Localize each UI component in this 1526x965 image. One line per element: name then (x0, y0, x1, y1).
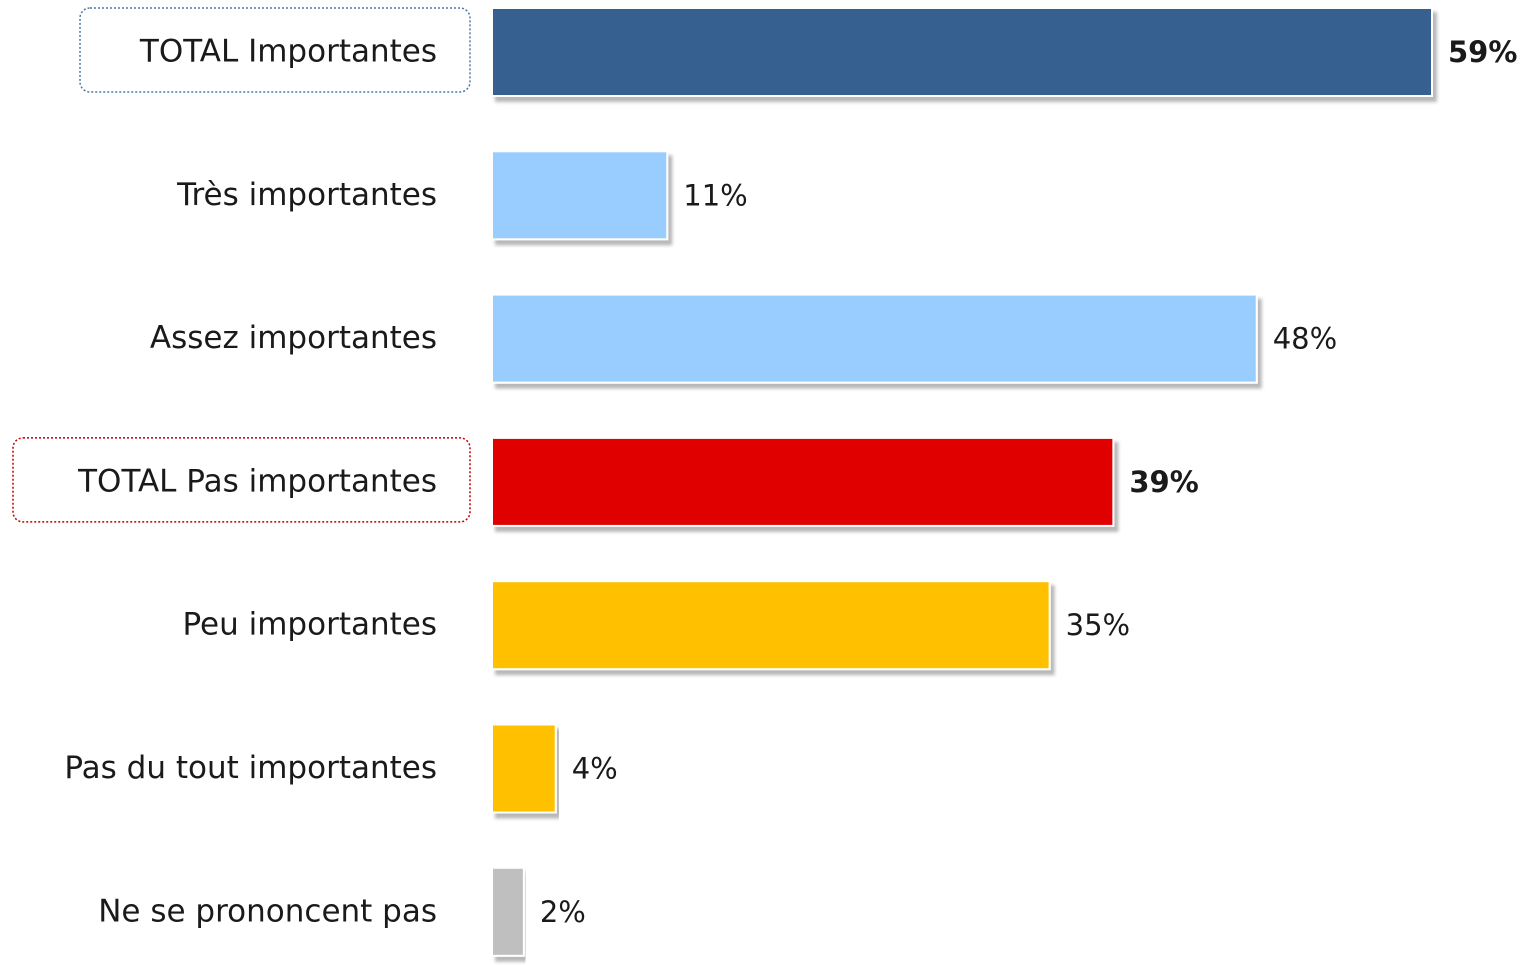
bar-ne-se-prononcent-pas (491, 866, 525, 957)
category-label-total-importantes: TOTAL Importantes (139, 34, 437, 70)
value-label-tres-importantes: 11% (683, 178, 747, 212)
highlight-frame-total-pas-importantes (12, 437, 471, 523)
category-label-tres-importantes: Très importantes (176, 177, 437, 213)
bar-tres-importantes (491, 150, 669, 241)
bar-pas-du-tout-importantes (491, 723, 557, 814)
category-label-pas-du-tout-importantes: Pas du tout importantes (64, 750, 437, 786)
value-label-total-importantes: 59% (1448, 35, 1517, 69)
value-label-assez-importantes: 48% (1273, 322, 1337, 356)
bar-total-importantes (491, 7, 1433, 97)
value-label-total-pas-importantes: 39% (1129, 465, 1198, 499)
category-label-ne-se-prononcent-pas: Ne se prononcent pas (98, 893, 437, 929)
bar-assez-importantes (491, 293, 1258, 384)
highlight-frame-total-importantes (79, 7, 471, 93)
value-label-peu-importantes: 35% (1066, 608, 1130, 642)
value-label-pas-du-tout-importantes: 4% (572, 752, 618, 786)
category-label-assez-importantes: Assez importantes (150, 320, 437, 356)
highlight-frames (12, 7, 471, 523)
category-labels: TOTAL Importantes Très importantes Assez i… (64, 34, 437, 930)
category-label-peu-importantes: Peu importantes (182, 607, 437, 643)
category-label-total-pas-importantes: TOTAL Pas importantes (77, 463, 437, 499)
value-label-ne-se-prononcent-pas: 2% (540, 895, 586, 929)
bar-total-pas-importantes (491, 436, 1115, 527)
value-labels: 59% 11% 48% 39% 35% 4% 2% (540, 35, 1518, 929)
bar-peu-importantes (491, 580, 1051, 671)
bars (491, 7, 1433, 957)
